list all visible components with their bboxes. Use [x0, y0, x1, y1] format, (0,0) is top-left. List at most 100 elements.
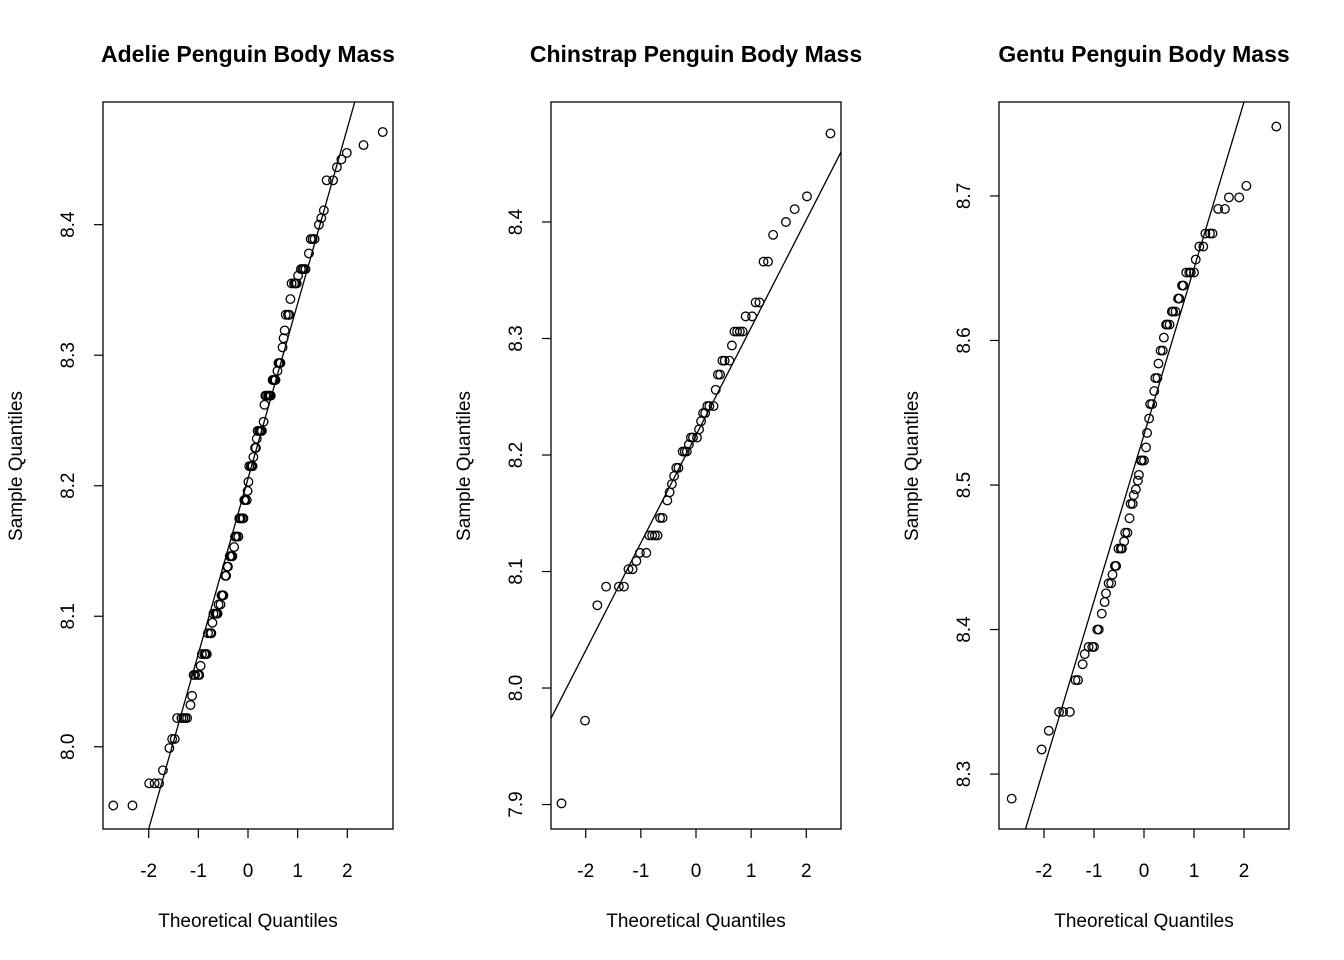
data-point: [1152, 373, 1163, 384]
panel-chinstrap: Chinstrap Penguin Body Mass Theoretical …: [454, 41, 862, 932]
data-point: [164, 743, 175, 754]
data-point: [377, 127, 388, 137]
data-point: [127, 800, 138, 811]
data-point: [300, 264, 311, 275]
y-tick-label: 8.3: [954, 761, 975, 787]
data-point: [1122, 527, 1133, 538]
data-point: [1133, 469, 1144, 480]
data-point: [1130, 484, 1141, 495]
data-point: [229, 542, 240, 553]
data-point: [641, 547, 652, 558]
data-point: [1107, 569, 1118, 580]
data-point: [592, 600, 603, 611]
x-tick-label: -2: [140, 861, 157, 882]
data-point: [1070, 675, 1081, 686]
data-point: [673, 462, 684, 473]
data-point: [331, 162, 342, 173]
panel-adelie: Adelie Penguin Body Mass Theoretical Qua…: [6, 41, 395, 932]
data-point: [1153, 358, 1164, 369]
y-tick-label: 7.9: [506, 791, 527, 817]
qq-reference-line: [148, 102, 356, 829]
plot-area: -2 -1 0 1 2 8.3 8.4 8.5 8.6 8.7: [954, 101, 1290, 882]
y-tick-label: 8.1: [58, 603, 79, 629]
data-point: [601, 581, 612, 592]
data-point: [732, 326, 743, 337]
data-point: [649, 530, 660, 541]
x-tick-label: 2: [801, 861, 812, 882]
data-point: [358, 140, 369, 151]
data-point: [270, 375, 281, 385]
data-point: [1093, 624, 1104, 635]
data-point: [1043, 725, 1054, 736]
x-tick-label: 1: [1189, 861, 1200, 882]
y-tick-label: 8.1: [506, 558, 527, 584]
data-point: [655, 512, 666, 523]
data-point: [763, 256, 774, 267]
data-point: [627, 564, 638, 575]
data-point: [1185, 267, 1196, 278]
data-point: [321, 175, 332, 186]
data-point: [185, 700, 196, 710]
data-point: [108, 800, 119, 811]
data-point: [1164, 319, 1175, 330]
plot-area: -2 -1 0 1 2 7.9 8.0 8.1 8.2 8.3 8.4: [506, 101, 842, 882]
chart-title: Chinstrap Penguin Body Mass: [530, 41, 862, 67]
data-point: [740, 311, 751, 322]
x-tick-label: 0: [1139, 861, 1150, 882]
y-tick-label: 8.7: [954, 183, 975, 209]
data-point: [1132, 475, 1143, 486]
data-point: [719, 355, 730, 366]
data-point: [1178, 280, 1189, 291]
x-tick-label: -2: [577, 861, 594, 882]
data-point: [248, 452, 259, 462]
x-tick-label: 1: [292, 861, 303, 882]
data-point: [1099, 597, 1110, 608]
y-tick-label: 8.4: [58, 211, 79, 238]
data-point: [1144, 413, 1155, 424]
data-point: [708, 401, 719, 412]
data-point: [1111, 561, 1122, 571]
data-point: [768, 229, 779, 240]
data-point: [201, 649, 212, 660]
data-point: [1077, 659, 1088, 670]
data-point: [144, 778, 155, 789]
x-tick-label: 0: [691, 861, 702, 882]
data-point: [631, 556, 642, 566]
plot-frame: [998, 101, 1290, 830]
data-point: [1170, 306, 1181, 317]
y-tick-label: 8.3: [58, 342, 79, 368]
data-point: [825, 128, 836, 139]
data-point: [195, 660, 206, 671]
x-tick-label: 0: [243, 861, 254, 882]
data-point: [233, 531, 244, 542]
y-axis-label: Sample Quantiles: [902, 391, 923, 541]
data-point: [1103, 578, 1114, 589]
data-point: [618, 581, 629, 592]
qq-reference-line: [551, 151, 841, 719]
data-point: [238, 513, 249, 524]
data-point: [1223, 192, 1234, 203]
panel-gentu: Gentu Penguin Body Mass Theoretical Quan…: [902, 41, 1290, 932]
data-point: [194, 670, 205, 680]
data-point: [313, 219, 324, 230]
data-point: [243, 476, 254, 487]
data-point: [1141, 442, 1151, 453]
data-point: [206, 628, 217, 639]
data-point: [652, 530, 663, 541]
data-point: [747, 311, 758, 322]
x-tick-label: 1: [746, 861, 757, 882]
data-point: [285, 294, 296, 305]
data-point: [278, 333, 289, 344]
data-point: [750, 297, 761, 308]
data-point: [556, 798, 567, 809]
data-point: [303, 248, 314, 259]
data-point: [256, 425, 267, 436]
data-point: [1147, 399, 1158, 410]
chart-title: Adelie Penguin Body Mass: [101, 41, 395, 67]
data-point: [1083, 641, 1094, 652]
data-point: [187, 690, 198, 701]
data-point: [1064, 706, 1075, 717]
data-point: [1200, 228, 1211, 239]
data-point: [1234, 192, 1245, 203]
